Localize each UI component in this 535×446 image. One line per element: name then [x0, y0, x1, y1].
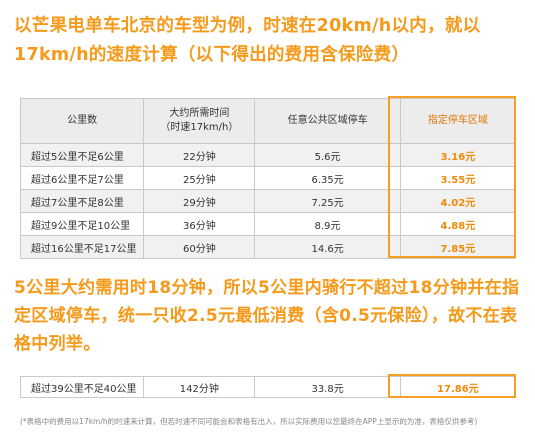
- table-row: 超过6公里不足7公里 25分钟 6.35元 3.55元: [19, 166, 517, 190]
- header-distance: 公里数: [19, 98, 145, 144]
- cell-public-fee: 8.9元: [254, 212, 401, 236]
- cell-public-fee: 33.8元: [254, 376, 401, 398]
- table-row: 超过7公里不足8公里 29分钟 7.25元 4.02元: [19, 189, 517, 213]
- cell-public-fee: 5.6元: [254, 143, 401, 167]
- extra-fee-table: 超过39公里不足40公里 142分钟 33.8元 17.86元: [19, 376, 517, 398]
- cell-public-fee: 14.6元: [254, 235, 401, 259]
- cell-time: 22分钟: [143, 143, 256, 167]
- cell-time: 60分钟: [143, 235, 256, 259]
- table-header-row: 公里数 大约所需时间 （时速17km/h） 任意公共区域停车 指定停车区域: [19, 98, 517, 144]
- cell-time: 142分钟: [143, 376, 256, 398]
- footnote: (*表格中的费用以17km/h的时速来计算，但若时速不同可能会和表格有出入，所以…: [20, 417, 478, 426]
- cell-distance: 超过39公里不足40公里: [19, 376, 145, 398]
- cell-designated-fee: 4.88元: [399, 212, 517, 236]
- cell-designated-fee: 3.16元: [399, 143, 517, 167]
- cell-designated-fee: 7.85元: [399, 235, 517, 259]
- cell-public-fee: 7.25元: [254, 189, 401, 213]
- cell-public-fee: 6.35元: [254, 166, 401, 190]
- cell-designated-fee: 17.86元: [399, 376, 517, 398]
- header-public-area: 任意公共区域停车: [254, 98, 401, 144]
- cell-distance: 超过6公里不足7公里: [19, 166, 145, 190]
- cell-distance: 超过9公里不足10公里: [19, 212, 145, 236]
- header-time-line1: 大约所需时间: [169, 108, 230, 119]
- cell-time: 36分钟: [143, 212, 256, 236]
- fee-table: 公里数 大约所需时间 （时速17km/h） 任意公共区域停车 指定停车区域 超过…: [19, 98, 517, 259]
- min-charge-note: 5公里大约需用时18分钟，所以5公里内骑行不超过18分钟并在指定区域停车，统一只…: [14, 278, 520, 354]
- table-row: 超过16公里不足17公里 60分钟 14.6元 7.85元: [19, 235, 517, 259]
- table-row: 超过39公里不足40公里 142分钟 33.8元 17.86元: [19, 376, 517, 398]
- header-time-line2: （时速17km/h）: [160, 122, 239, 133]
- table-row: 超过9公里不足10公里 36分钟 8.9元 4.88元: [19, 212, 517, 236]
- cell-distance: 超过7公里不足8公里: [19, 189, 145, 213]
- table-row: 超过5公里不足6公里 22分钟 5.6元 3.16元: [19, 143, 517, 167]
- cell-time: 25分钟: [143, 166, 256, 190]
- cell-distance: 超过16公里不足17公里: [19, 235, 145, 259]
- header-time: 大约所需时间 （时速17km/h）: [143, 98, 256, 144]
- cell-time: 29分钟: [143, 189, 256, 213]
- cell-distance: 超过5公里不足6公里: [19, 143, 145, 167]
- header-designated-area: 指定停车区域: [399, 98, 517, 144]
- cell-designated-fee: 4.02元: [399, 189, 517, 213]
- intro-headline: 以芒果电单车北京的车型为例，时速在20km/h以内，就以17km/h的速度计算（…: [14, 16, 481, 65]
- cell-designated-fee: 3.55元: [399, 166, 517, 190]
